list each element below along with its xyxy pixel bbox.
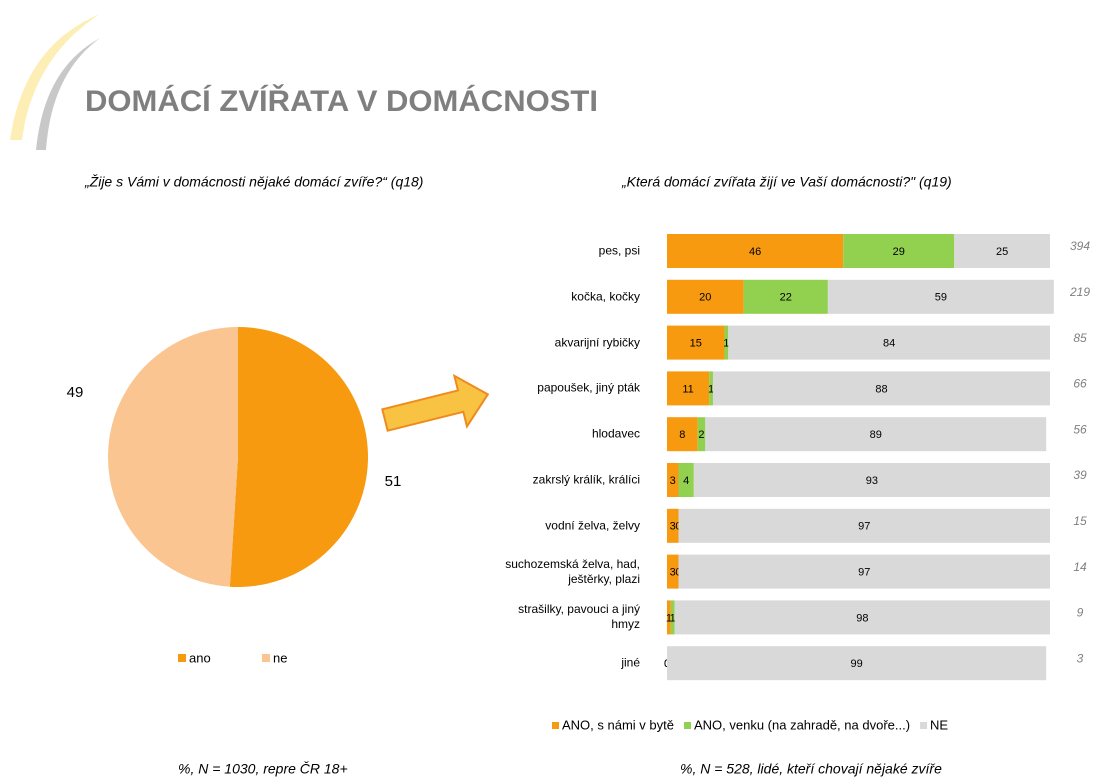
bar-segment	[712, 371, 1050, 406]
bar-segment	[678, 508, 1050, 543]
bar-segment	[954, 234, 1050, 268]
category-label: kočka, kočky	[571, 289, 640, 304]
data-label: 2	[698, 429, 704, 441]
data-label: 4	[683, 475, 689, 487]
data-label: 3	[670, 567, 676, 579]
legend-swatch	[920, 722, 928, 729]
data-label: 99	[850, 658, 862, 670]
count-label: 3	[1077, 651, 1084, 665]
count-label: 394	[1070, 239, 1090, 253]
note: %, N = 528, lidé, kteří chovají nějaké z…	[680, 761, 942, 777]
pie-slice	[229, 327, 368, 587]
data-label: 1	[708, 383, 714, 395]
data-label: 3	[670, 521, 676, 533]
category-label: jiné	[621, 655, 640, 670]
bar-segment	[827, 279, 1054, 314]
note: %, N = 1030, repre ČR 18+	[178, 761, 348, 777]
pie-slice	[107, 327, 238, 587]
arrow	[381, 373, 490, 432]
bar-segment	[674, 600, 1050, 635]
bar-segment	[667, 279, 744, 314]
category-label: pes, psi	[598, 243, 640, 258]
data-label: 84	[883, 338, 895, 350]
legend-swatch	[683, 722, 691, 729]
data-label: 29	[893, 246, 905, 258]
count-label: 56	[1073, 422, 1087, 436]
bar-segment	[693, 463, 1050, 497]
bar-segment	[667, 417, 698, 452]
data-label: 49	[67, 384, 84, 401]
legend-swatch	[262, 654, 270, 662]
category-label: zakrslý králík, králíci	[532, 472, 640, 487]
category-label: vodní želva, želvy	[545, 518, 640, 533]
bar-segment	[667, 371, 710, 406]
data-label: 46	[749, 246, 761, 258]
bar-segment	[843, 234, 955, 268]
data-label: 59	[935, 292, 947, 304]
category-label: strašilky, pavouci a jiný hmyz	[518, 602, 640, 632]
bar-segment	[667, 554, 679, 589]
data-label: 25	[996, 246, 1008, 258]
bar-segment	[728, 325, 1050, 360]
category-label: papoušek, jiný pták	[537, 380, 640, 395]
bar-segment	[667, 463, 679, 497]
bar-segment	[678, 554, 1050, 589]
data-label: 93	[866, 475, 878, 487]
data-label: 11	[682, 383, 693, 395]
data-label: 51	[385, 473, 402, 490]
count-label: 9	[1077, 606, 1084, 620]
data-label: 89	[870, 429, 882, 441]
legend-label: NE	[930, 717, 948, 732]
subtitle: „Žije s Vámi v domácnosti nějaké domácí …	[84, 174, 423, 190]
data-label: 1	[666, 612, 672, 624]
data-label: 97	[858, 521, 870, 533]
count-label: 39	[1073, 468, 1087, 482]
data-label: 22	[780, 292, 792, 304]
data-label: 1	[670, 612, 676, 624]
data-label: 8	[679, 429, 685, 441]
bar-segment	[724, 325, 729, 360]
bar-segment	[697, 417, 706, 452]
data-label: 88	[875, 383, 887, 395]
data-label: 20	[699, 292, 711, 304]
bar-segment	[705, 417, 1047, 452]
count-label: 85	[1073, 331, 1087, 345]
count-label: 14	[1073, 560, 1087, 574]
bar-segment	[670, 600, 675, 635]
decoration	[10, 14, 100, 140]
legend-label: ANO, venku (na zahradě, na dvoře...)	[694, 717, 910, 732]
bar-segment	[667, 508, 679, 543]
data-label: 3	[670, 475, 676, 487]
data-label: 98	[856, 612, 868, 624]
data-label: 97	[858, 567, 870, 579]
legend-label: ANO, s námi v bytě	[562, 717, 674, 732]
bar-segment	[743, 279, 828, 314]
count-label: 15	[1073, 514, 1087, 528]
count-label: 219	[1069, 285, 1090, 299]
bar-segment	[678, 463, 694, 497]
bar-segment	[667, 646, 1047, 681]
count-label: 66	[1073, 377, 1087, 391]
legend-swatch	[178, 654, 186, 662]
subtitle: „Která domácí zvířata žijí ve Vaší domác…	[621, 174, 952, 190]
decoration	[36, 38, 100, 150]
bar-segment	[709, 371, 713, 406]
bar-segment	[667, 234, 844, 268]
legend-swatch	[552, 722, 559, 729]
bar-segment	[667, 600, 671, 635]
data-label: 1	[723, 338, 729, 350]
data-label: 15	[690, 338, 702, 350]
bar-segment	[667, 325, 725, 360]
legend-label: ano	[189, 650, 211, 665]
slide-title: DOMÁCÍ ZVÍŘATA V DOMÁCNOSTI	[85, 84, 598, 118]
category-label: hlodavec	[591, 426, 640, 441]
category-label: suchozemská želva, had, ještěrky, plazi	[505, 556, 640, 586]
legend-label: ne	[273, 650, 287, 665]
category-label: akvarijní rybičky	[554, 335, 640, 350]
